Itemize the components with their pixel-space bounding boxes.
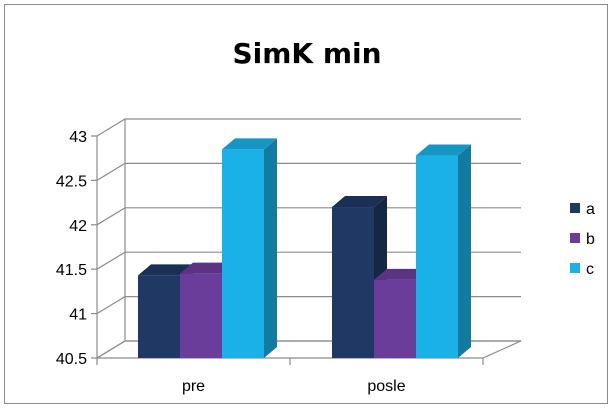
legend-label: b — [586, 231, 595, 248]
legend-item-a: a — [570, 201, 595, 218]
bar-c-posle — [416, 144, 471, 358]
x-tick-label: pre — [182, 378, 205, 395]
y-tick-label: 40.5 — [56, 351, 87, 368]
x-tick-label: posle — [367, 378, 405, 395]
chart-frame: SimK min — [4, 4, 608, 404]
legend-label: c — [586, 261, 594, 278]
bar-c-pre — [222, 138, 277, 358]
gridline-5 — [96, 118, 521, 137]
chart-title: SimK min — [232, 37, 382, 70]
legend-swatch — [570, 203, 580, 213]
y-tick-label: 43 — [69, 129, 87, 146]
legend-swatch — [570, 233, 580, 243]
legend-swatch — [570, 263, 580, 273]
y-tick-label: 41.5 — [56, 262, 87, 279]
legend-label: a — [586, 201, 595, 218]
y-tick-label: 42 — [69, 218, 87, 235]
y-tick-label: 41 — [69, 307, 87, 324]
legend-item-b: b — [570, 231, 595, 248]
tick-labels: 40.5 41 41.5 42 42.5 43 pre posle — [56, 129, 406, 395]
y-tick-label: 42.5 — [56, 173, 87, 190]
bars — [138, 138, 471, 358]
legend-item-c: c — [570, 261, 594, 278]
legend: abc — [570, 201, 595, 278]
